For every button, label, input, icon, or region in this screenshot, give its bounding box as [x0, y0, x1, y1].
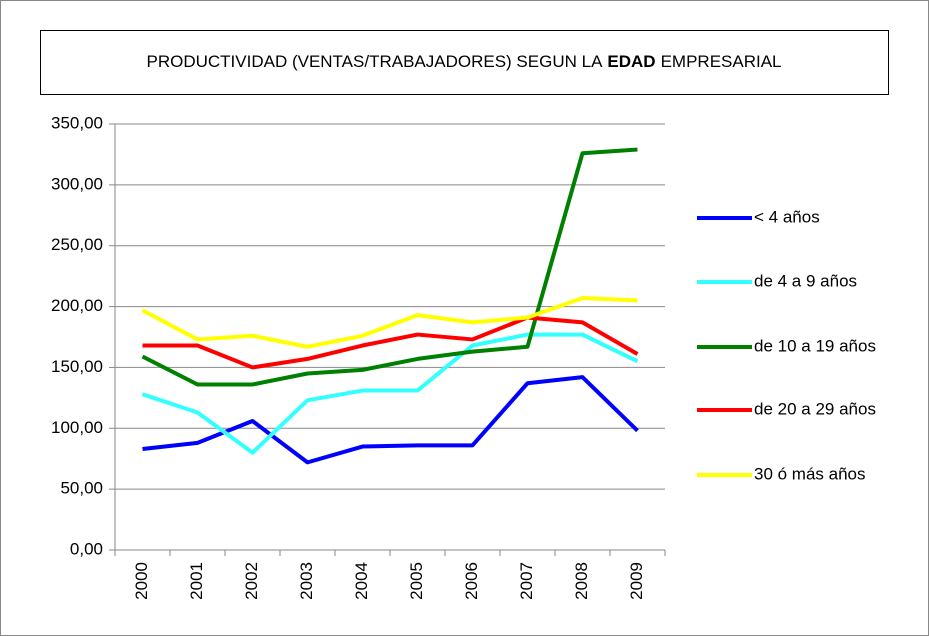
y-tick-label: 350,00	[51, 113, 103, 132]
y-tick-label: 300,00	[51, 174, 103, 193]
series-line	[141, 147, 638, 387]
legend-label: 30 ó más años	[754, 464, 866, 483]
title-bold: EDAD	[607, 52, 655, 71]
x-tick-label: 2006	[462, 562, 481, 600]
title-part: EMPRESARIAL	[661, 52, 782, 71]
chart-title: PRODUCTIVIDAD (VENTAS/TRABAJADORES) SEGU…	[146, 52, 781, 71]
x-tick-label: 2005	[407, 562, 426, 600]
title-box	[40, 30, 889, 95]
y-tick-label: 100,00	[51, 418, 103, 437]
x-tick-label: 2001	[187, 562, 206, 600]
legend-label: de 4 a 9 años	[754, 271, 857, 290]
legend-label: de 20 a 29 años	[754, 399, 876, 418]
series-line	[141, 296, 638, 349]
x-tick-label: 2003	[297, 562, 316, 600]
y-tick-label: 200,00	[51, 296, 103, 315]
series-line	[142, 315, 639, 370]
y-tick-label: 50,00	[60, 479, 103, 498]
x-tick-label: 2007	[517, 562, 536, 600]
y-tick-label: 0,00	[70, 539, 103, 558]
x-tick-label: 2009	[627, 562, 646, 600]
x-tick-label: 2002	[242, 562, 261, 600]
x-tick-label: 2008	[572, 562, 591, 600]
x-tick-label: 2000	[132, 562, 151, 600]
y-tick-label: 250,00	[51, 235, 103, 254]
series-line	[141, 332, 639, 455]
title-part: PRODUCTIVIDAD (VENTAS/TRABAJADORES) SEGU…	[146, 52, 603, 71]
y-tick-label: 150,00	[51, 357, 103, 376]
legend-label: de 10 a 19 años	[754, 336, 876, 355]
legend-label: < 4 años	[754, 207, 820, 226]
x-tick-label: 2004	[352, 562, 371, 600]
